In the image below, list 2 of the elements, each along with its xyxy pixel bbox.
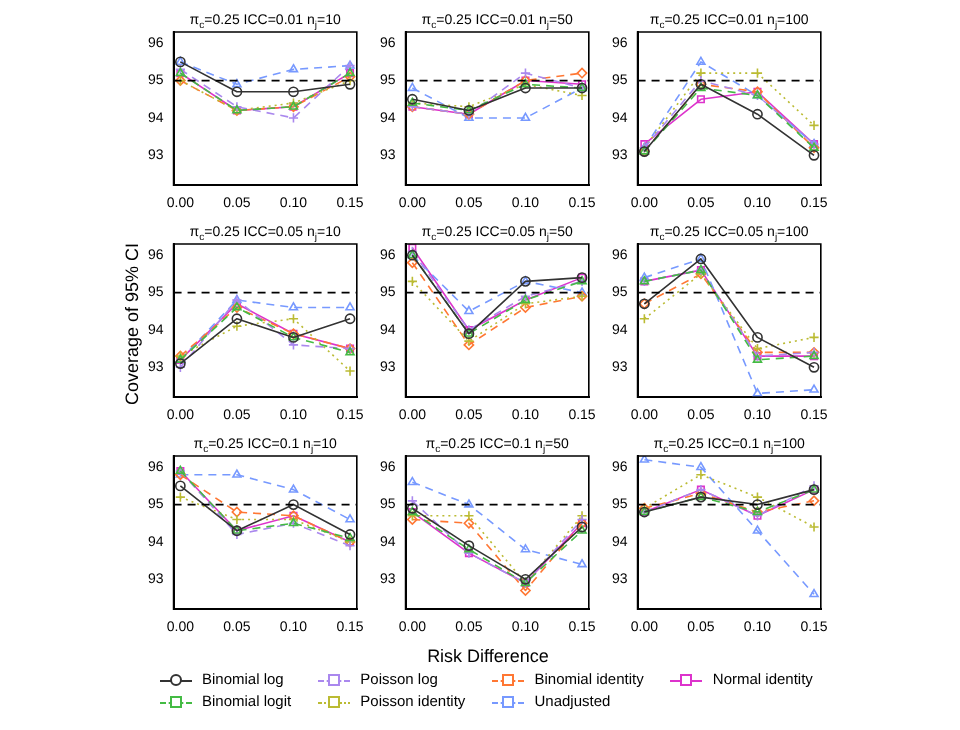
- y-axis-title: Coverage of 95% CI: [122, 240, 142, 410]
- x-axis-title: Risk Difference: [425, 646, 551, 666]
